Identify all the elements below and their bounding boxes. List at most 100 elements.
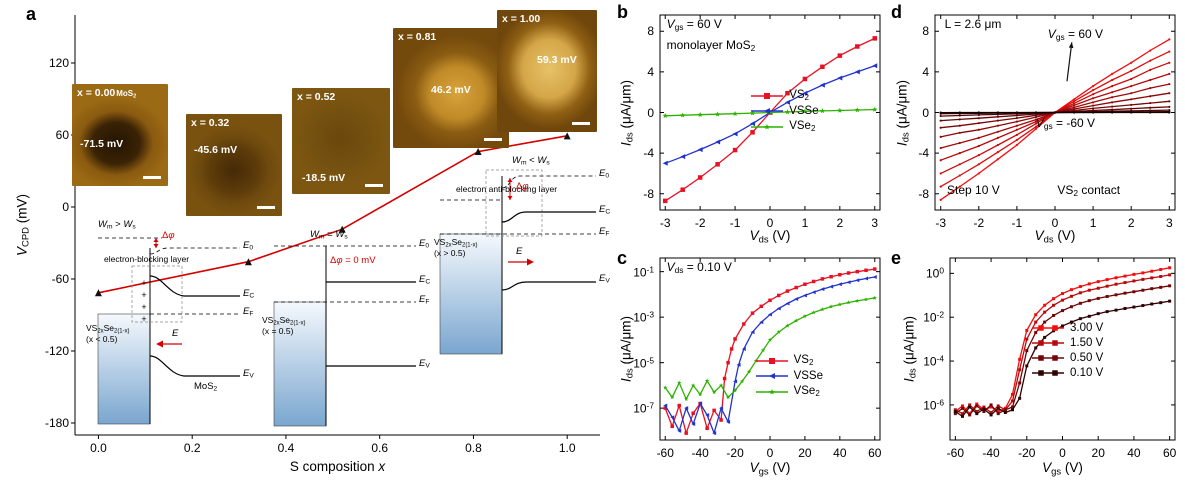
valence-band-label: EV bbox=[243, 368, 254, 380]
chart-c bbox=[659, 257, 881, 441]
legend-label: VS2 bbox=[793, 354, 814, 368]
y-tick-label: 10-4 bbox=[923, 353, 944, 369]
y-axis-label: Ids (μA/μm) bbox=[901, 315, 919, 383]
contact-material-range: (x > 0.5) bbox=[434, 248, 466, 259]
band-diagram-1-graphic: + + + + bbox=[97, 237, 240, 425]
valence-band-label: EV bbox=[419, 358, 430, 370]
x-tick-label: -40 bbox=[691, 446, 709, 460]
x-tick-label: -60 bbox=[656, 446, 674, 460]
scale-bar bbox=[484, 138, 502, 141]
work-function-condition: Wm < Ws bbox=[512, 155, 550, 167]
conduction-band-label: EC bbox=[599, 204, 611, 216]
x-axis-label: Vgs (V) bbox=[749, 460, 791, 478]
legend-marker-icon bbox=[1032, 369, 1064, 376]
band-diagram-3-graphic bbox=[439, 169, 596, 355]
afm-inset-x000: x = 0.00 MoS2 -71.5 mV bbox=[72, 84, 168, 186]
x-tick-label: 0 bbox=[1051, 216, 1059, 230]
chart-annotation: VS2 contact bbox=[1057, 182, 1121, 198]
x-axis-label: Vgs (V) bbox=[1042, 460, 1083, 478]
vacuum-level-label: E0 bbox=[599, 168, 610, 180]
y-tick-label: -120 bbox=[44, 344, 69, 358]
fermi-level-label: EF bbox=[599, 226, 610, 238]
x-tick-label: 3 bbox=[871, 216, 879, 230]
fermi-level-label: EF bbox=[419, 294, 430, 306]
x-tick-label: 60 bbox=[1162, 446, 1177, 460]
contact-material-range: (x < 0.5) bbox=[86, 334, 118, 345]
chart-e bbox=[949, 257, 1176, 441]
afm-inset-x081: x = 0.81 46.2 mV bbox=[393, 28, 509, 148]
x-tick-label: -1 bbox=[1011, 216, 1023, 230]
legend-label: 0.10 V bbox=[1070, 366, 1104, 379]
y-tick-label: -8 bbox=[643, 186, 654, 201]
vacuum-level-label: E0 bbox=[419, 238, 430, 250]
chart-annotation: Vgs = 60 V bbox=[1047, 26, 1104, 42]
x-tick-label: 1 bbox=[801, 216, 809, 230]
delta-phi-label: Δφ bbox=[516, 181, 529, 192]
svg-text:+: + bbox=[141, 278, 146, 288]
y-axis-label: Ids (μA/μm) bbox=[618, 315, 636, 383]
afm-composition-label: x = 0.32 bbox=[191, 117, 229, 129]
x-tick-label: -3 bbox=[659, 216, 671, 230]
chart-annotation: Vgs = -60 V bbox=[1035, 116, 1096, 132]
x-tick-label: 2 bbox=[836, 216, 844, 230]
fermi-level-label: EF bbox=[243, 306, 254, 318]
legend-marker-icon bbox=[755, 373, 788, 380]
legend-label: VSe2 bbox=[789, 120, 816, 134]
x-tick-label: 1.0 bbox=[558, 441, 576, 455]
legend-label: 1.50 V bbox=[1070, 336, 1104, 349]
legend-marker-icon bbox=[755, 388, 788, 395]
afm-composition-label: x = 0.81 bbox=[398, 31, 436, 43]
legend-e: 3.00 V 1.50 V 0.50 V 0.10 V bbox=[1031, 322, 1103, 379]
conduction-band-label: EC bbox=[243, 288, 255, 300]
y-tick-label: -180 bbox=[44, 416, 69, 430]
scale-bar bbox=[143, 176, 161, 179]
y-axis-label: Ids (μA/μm) bbox=[618, 79, 636, 146]
afm-inset-x052: x = 0.52 -18.5 mV bbox=[292, 88, 390, 194]
afm-composition-label: x = 1.00 bbox=[502, 13, 540, 25]
y-tick-label: -4 bbox=[643, 146, 654, 161]
chart-annotation: L = 2.6 μm bbox=[944, 16, 1002, 31]
legend-marker-icon bbox=[751, 123, 784, 130]
blocking-layer-label: electron-blocking layer bbox=[104, 254, 190, 264]
legend-marker-icon bbox=[751, 108, 784, 115]
chart-annotation: Vgs = 60 V bbox=[666, 16, 722, 33]
legend-label: VSSe bbox=[789, 105, 819, 118]
y-axis-label: VCPD (mV) bbox=[14, 194, 32, 256]
chart-annotation: Vds = 0.10 V bbox=[666, 259, 732, 275]
afm-cpd-value: -18.5 mV bbox=[302, 172, 346, 184]
scale-bar bbox=[572, 122, 590, 125]
legend-label: 0.50 V bbox=[1070, 351, 1104, 364]
legend-label: 3.00 V bbox=[1070, 321, 1104, 334]
y-tick-label: 10-7 bbox=[633, 400, 654, 416]
legend-c: VS2 VSSe VSe2 bbox=[755, 354, 823, 398]
contact-material-formula: VS2xSe2(1-x) bbox=[262, 315, 306, 327]
legend-label: VSe2 bbox=[793, 385, 820, 399]
afm-label-text: x = 1.00 bbox=[502, 13, 541, 25]
contact-material-label: VS2xSe2(1-x) (x > 0.5) bbox=[434, 237, 500, 259]
band-diagram-electron-blocking: + + + + Wm > Ws E0 Δφ electron-blocking … bbox=[86, 219, 257, 429]
x-tick-label: 60 bbox=[868, 446, 882, 460]
y-tick-label: 10-2 bbox=[923, 309, 944, 325]
legend-item: 1.50 V bbox=[1031, 337, 1103, 349]
legend-item: VS2 bbox=[750, 89, 818, 102]
electric-field-label: E bbox=[516, 246, 523, 257]
chart-annotation: Step 10 V bbox=[947, 182, 1000, 197]
x-tick-label: 0 bbox=[766, 216, 774, 230]
contact-material-formula: VS2xSe2(1-x) bbox=[86, 323, 130, 335]
legend-marker-icon bbox=[751, 92, 784, 99]
x-tick-label: 0.8 bbox=[465, 441, 482, 455]
legend-b: VS2 VSSe VSe2 bbox=[750, 89, 819, 134]
contact-material-formula: VS2xSe2(1-x) bbox=[434, 237, 478, 249]
legend-marker-icon bbox=[1032, 354, 1064, 361]
y-tick-label: 4 bbox=[647, 64, 654, 79]
chart-d bbox=[934, 14, 1176, 211]
legend-item: 3.00 V bbox=[1031, 322, 1103, 334]
x-tick-label: 1 bbox=[1089, 216, 1097, 230]
band-diagram-anti-blocking: Wm < Ws E0 electron anti-blocking layer … bbox=[430, 155, 615, 362]
x-tick-label: -20 bbox=[1018, 446, 1036, 460]
x-tick-label: 40 bbox=[1127, 446, 1141, 460]
x-axis-label: Vds (V) bbox=[749, 228, 791, 246]
x-tick-label: -2 bbox=[973, 216, 985, 230]
legend-item: 0.10 V bbox=[1031, 367, 1103, 379]
panel-b-output-curves: b -3 -2 -1 0 1 2 3 -8 -4 0 4 8 Vgs = 60 V monolayer M… bbox=[615, 0, 885, 248]
